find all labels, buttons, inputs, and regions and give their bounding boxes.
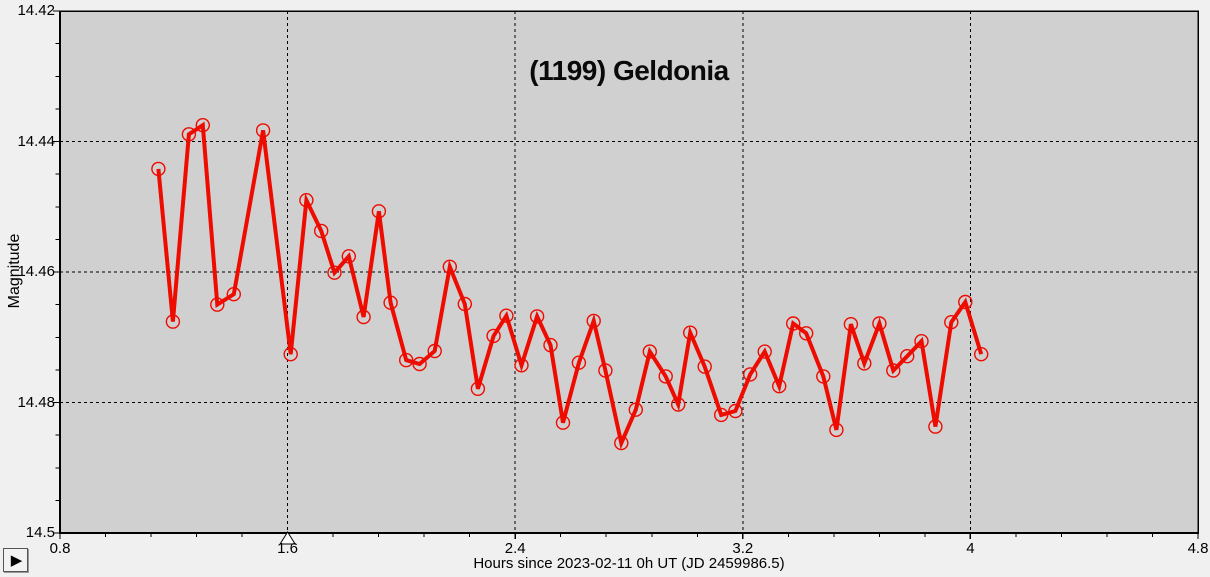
data-point-marker	[857, 356, 872, 371]
play-button[interactable]: ▶	[3, 548, 28, 572]
x-tick-label: 3.2	[732, 540, 754, 557]
data-point-marker	[543, 337, 558, 353]
zero-phase-marker	[279, 531, 297, 545]
x-tick-label: 1.6	[277, 540, 299, 557]
data-point-marker	[399, 352, 414, 368]
data-point-marker	[728, 403, 743, 419]
y-tick-label: 14.44	[17, 132, 55, 150]
data-point-marker	[900, 349, 915, 364]
data-point-marker	[829, 422, 844, 438]
data-point-marker	[327, 265, 342, 280]
data-point-marker	[371, 204, 387, 219]
data-point-marker	[914, 334, 929, 349]
x-tick-label: 4.8	[1187, 540, 1209, 557]
data-point-marker	[195, 117, 211, 133]
x-tick-label: 2.4	[504, 540, 526, 557]
lightcurve-line	[156, 121, 984, 450]
data-point-marker	[427, 343, 442, 359]
data-point-marker	[210, 297, 225, 312]
data-point-marker	[944, 315, 959, 330]
data-point-marker	[772, 379, 787, 394]
data-point-marker	[341, 249, 356, 264]
data-point-marker	[628, 402, 643, 417]
data-point-marker	[671, 397, 686, 412]
x-tick-label: 4	[966, 540, 975, 557]
data-point-marker	[151, 161, 166, 177]
data-point-marker	[470, 381, 486, 396]
data-point-marker	[816, 369, 831, 384]
y-tick-label: 14.5	[25, 524, 55, 541]
y-tick-label: 14.48	[17, 393, 55, 411]
data-point-marker	[886, 363, 901, 378]
x-axis-label: Hours since 2023-02-11 0h UT (JD 2459986…	[473, 555, 785, 572]
data-point-marker	[555, 415, 571, 430]
data-point-marker	[714, 407, 729, 423]
data-point-marker	[872, 316, 887, 331]
y-tick-label: 14.46	[17, 263, 55, 280]
data-point-marker	[683, 325, 698, 340]
data-point-marker	[799, 326, 814, 341]
data-point-marker	[165, 314, 181, 329]
data-point-marker	[255, 123, 271, 138]
data-point-marker	[958, 294, 973, 310]
data-point-marker	[743, 367, 758, 382]
data-point-marker	[226, 287, 242, 302]
data-point-marker	[757, 344, 772, 359]
data-point-marker	[442, 259, 457, 274]
data-point-marker	[412, 356, 427, 372]
data-point-marker	[457, 296, 472, 312]
data-point-marker	[642, 344, 657, 359]
data-point-marker	[843, 317, 859, 332]
data-point-marker	[598, 363, 613, 378]
data-point-marker	[614, 435, 629, 451]
data-point-marker	[314, 223, 329, 239]
play-icon: ▶	[10, 551, 23, 569]
data-point-marker	[928, 419, 943, 434]
data-point-marker	[383, 295, 398, 310]
data-point-marker	[181, 127, 197, 142]
data-point-marker	[658, 369, 673, 384]
data-point-marker	[786, 316, 801, 331]
x-tick-label: 0.8	[49, 540, 71, 557]
data-point-marker	[586, 313, 601, 329]
data-point-marker	[974, 347, 989, 362]
data-point-marker	[486, 328, 501, 344]
y-tick-label: 14.42	[17, 2, 55, 19]
data-point-marker	[529, 309, 545, 324]
data-point-marker	[571, 355, 587, 370]
data-point-marker	[356, 309, 371, 325]
chart-title: (1199) Geldonia	[529, 55, 729, 86]
data-point-marker	[514, 358, 529, 373]
data-point-marker	[697, 359, 712, 374]
data-point-marker	[499, 308, 514, 323]
data-point-marker	[283, 347, 298, 362]
data-point-marker	[299, 192, 314, 208]
